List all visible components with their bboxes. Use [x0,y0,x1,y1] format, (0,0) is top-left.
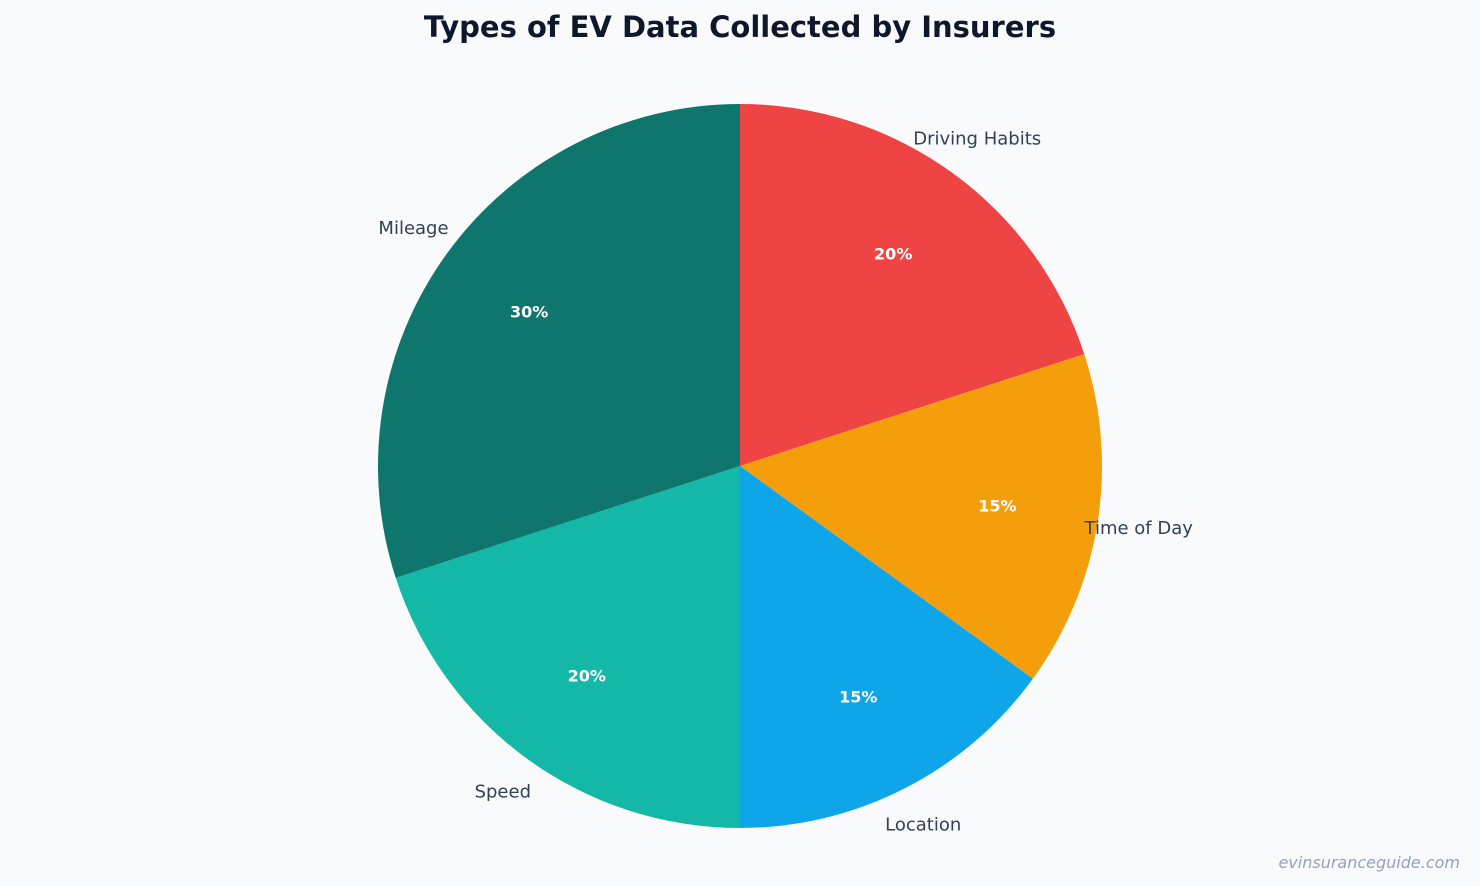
slice-percent-label: 15% [839,688,877,707]
pie-slice [740,466,1033,828]
pie-slices [378,104,1102,828]
slice-category-label: Driving Habits [913,129,1041,150]
slice-category-label: Speed [475,782,531,803]
slice-category-label: Time of Day [1084,518,1194,539]
pie-slice [378,104,740,578]
pie-slice [740,354,1102,679]
chart-title: Types of EV Data Collected by Insurers [424,10,1056,44]
slice-category-label: Mileage [378,218,448,239]
slice-percent-label: 30% [510,302,548,321]
pie-labels: 20% Driving Habits 15% Time of Day 15% Locati… [378,129,1193,836]
slice-category-label: Location [885,815,961,836]
pie-slice [740,104,1085,466]
watermark: evinsuranceguide.com [1278,853,1460,872]
slice-percent-label: 20% [874,245,912,264]
pie-slice [395,466,740,828]
slice-percent-label: 20% [568,666,606,685]
slice-percent-label: 15% [978,496,1016,515]
